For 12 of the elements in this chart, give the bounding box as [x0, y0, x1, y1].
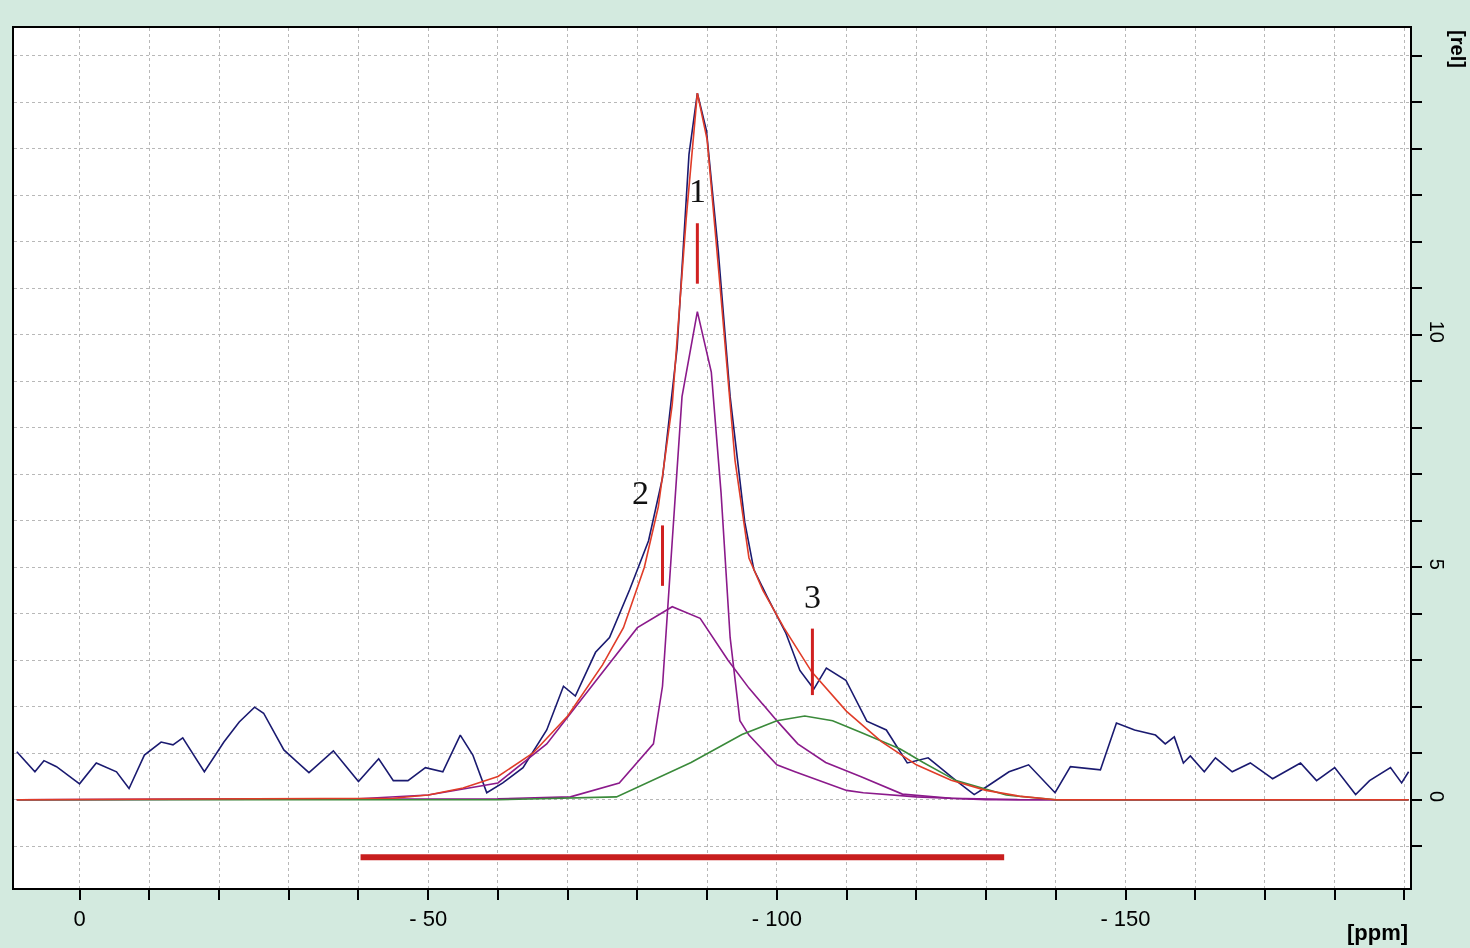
annotation: 3 — [804, 578, 821, 615]
x-tick-label: - 50 — [409, 906, 448, 932]
x-tick-label: - 100 — [751, 906, 802, 932]
x-tick-label: 0 — [73, 906, 86, 932]
y-axis-title: [rel] — [1446, 30, 1469, 68]
y-tick-label: 10 — [1426, 320, 1448, 343]
y-tick-label: 5 — [1426, 558, 1448, 570]
x-tick-label: - 150 — [1100, 906, 1151, 932]
annotation: 2 — [632, 474, 649, 511]
annotation: 1 — [689, 172, 706, 209]
x-axis-title: [ppm] — [1347, 920, 1409, 945]
y-tick-label: 0 — [1426, 791, 1448, 803]
